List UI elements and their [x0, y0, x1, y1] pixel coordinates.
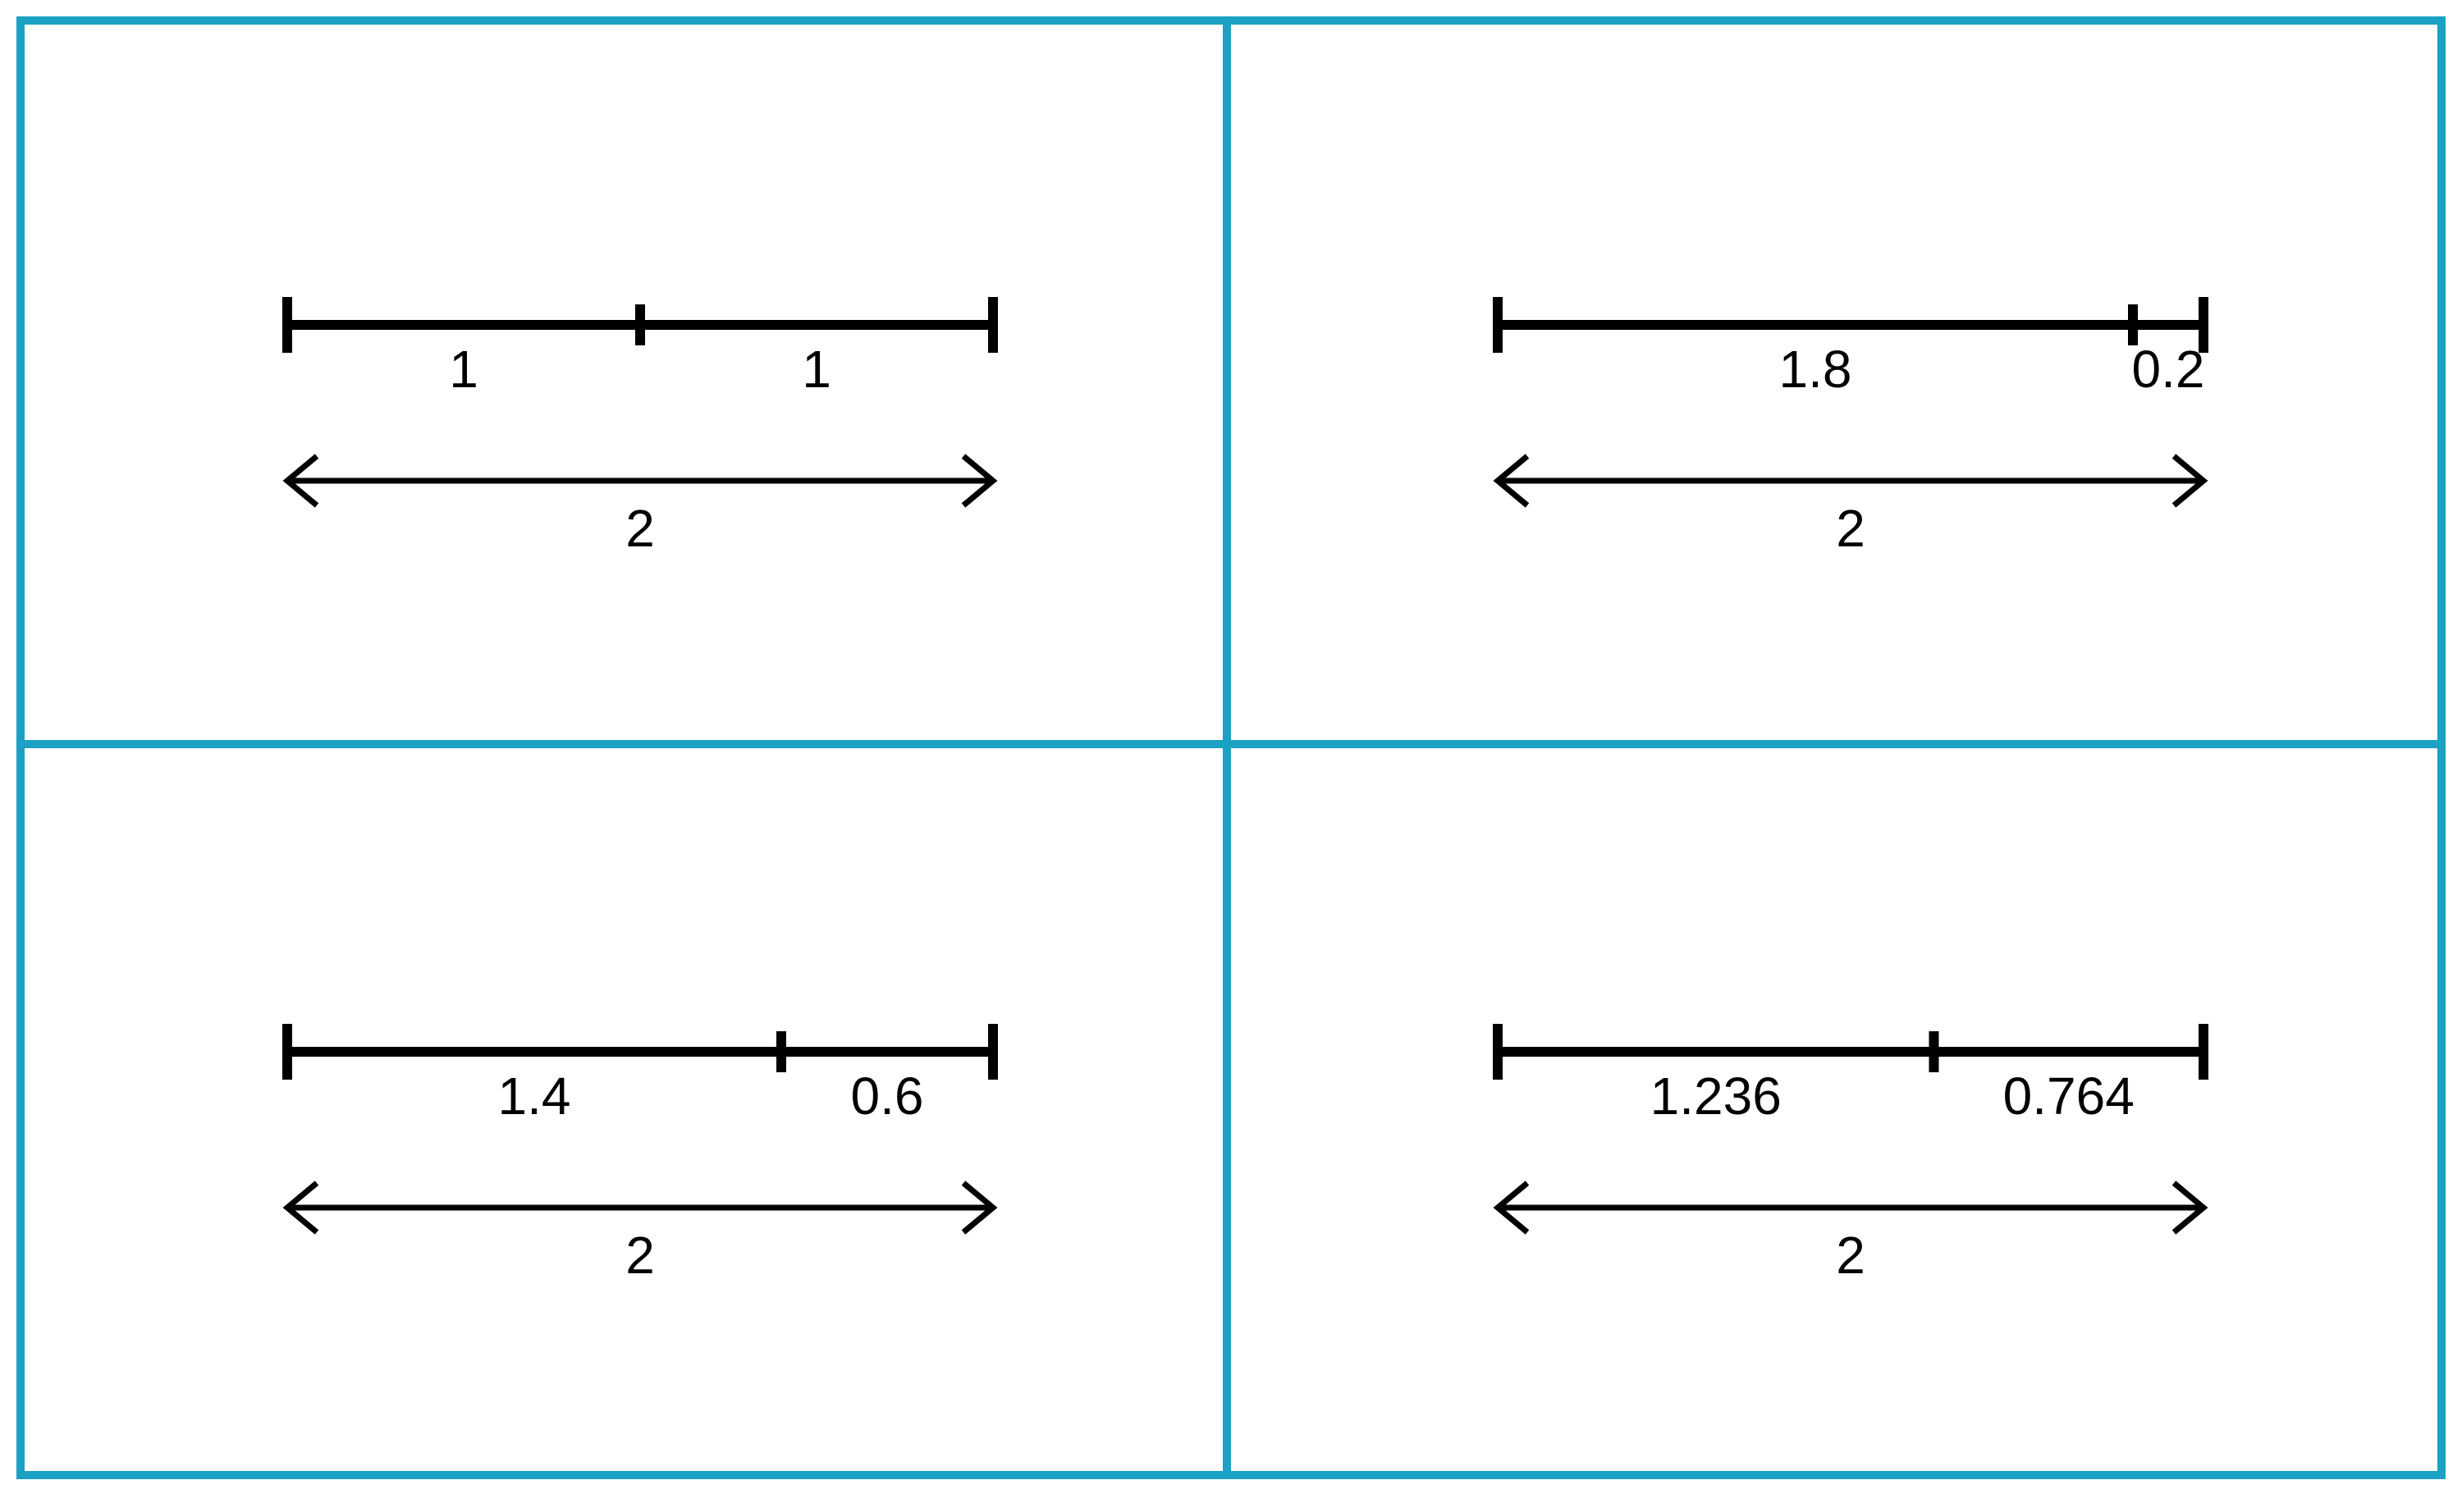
segment-diagram: 1.8 0.2 2: [1383, 153, 2286, 612]
segment-diagram: 1.4 0.6 2: [172, 879, 1075, 1339]
segment-label: 1.236: [1650, 1067, 1782, 1126]
segment-label: 1.8: [1779, 340, 1852, 399]
segment-label: 0.2: [2132, 340, 2205, 399]
segment-diagram: 1 1 2: [172, 153, 1075, 612]
panel-4: 1.236 0.764 2: [1231, 748, 2437, 1472]
panel-2: 1.8 0.2 2: [1231, 25, 2437, 748]
segment-label: 0.764: [2003, 1067, 2135, 1126]
segment-label: 0.6: [851, 1067, 924, 1126]
panel-3: 1.4 0.6 2: [25, 748, 1231, 1472]
segment-label: 1.4: [498, 1067, 571, 1126]
segment-diagram: 1.236 0.764 2: [1383, 879, 2286, 1339]
segment-label: 1: [802, 340, 831, 399]
panel-1: 1 1 2: [25, 25, 1231, 748]
total-label: 2: [625, 499, 655, 558]
total-label: 2: [1836, 499, 1865, 558]
total-label: 2: [1836, 1226, 1865, 1285]
total-label: 2: [625, 1226, 655, 1285]
diagram-grid: 1 1 2 1.8 0.2 2 1.4 0.6 2 1.236 0.764 2: [16, 16, 2446, 1479]
segment-label: 1: [449, 340, 478, 399]
